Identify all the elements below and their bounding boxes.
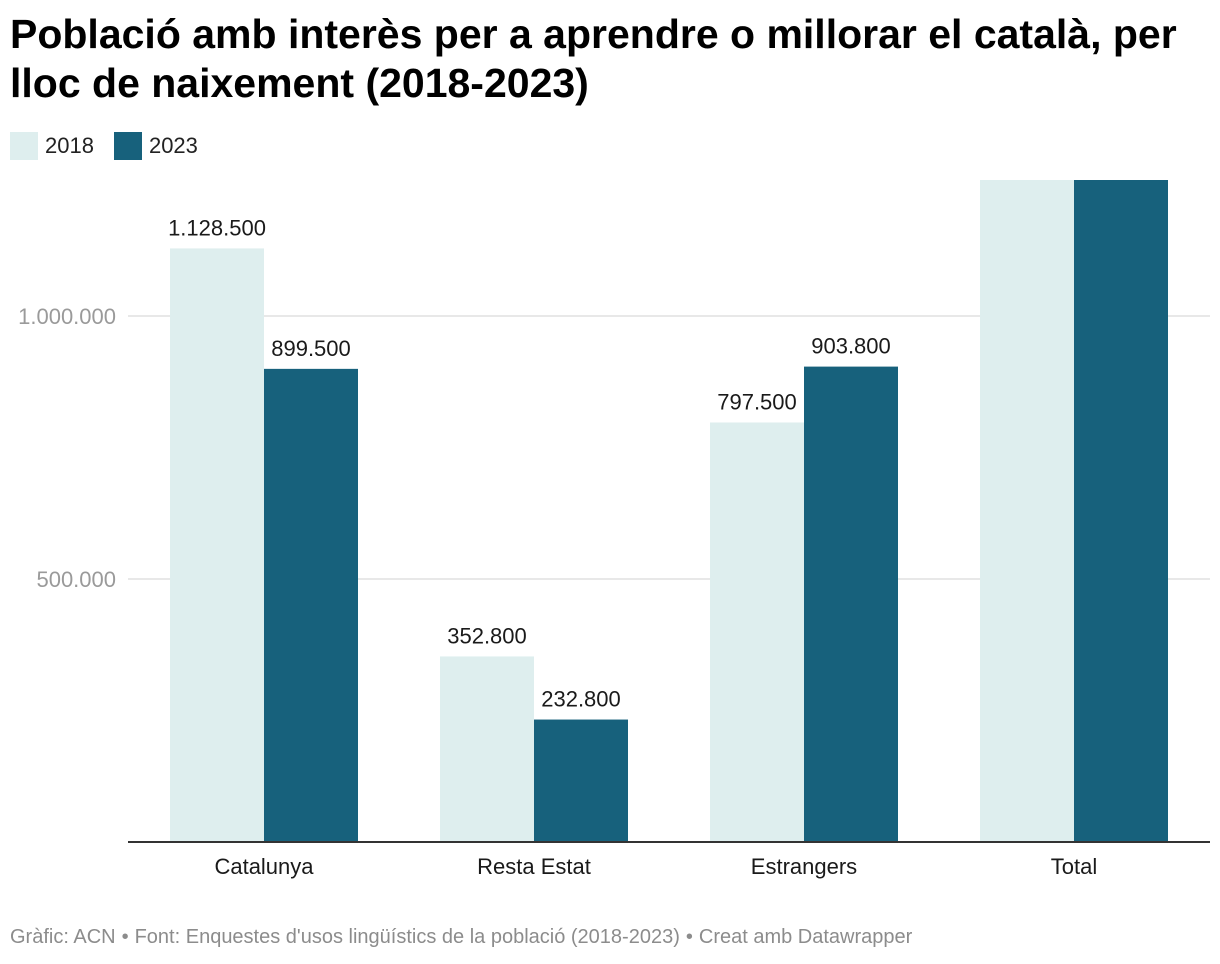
legend: 2018 2023 <box>10 132 218 160</box>
legend-swatch-2018 <box>10 132 38 160</box>
y-tick-label: 1.000.000 <box>18 304 116 329</box>
x-tick-label: Total <box>1051 854 1097 879</box>
chart-title: Població amb interès per a aprendre o mi… <box>10 11 1177 106</box>
x-tick-label: Resta Estat <box>477 854 591 879</box>
legend-swatch-2023 <box>113 132 142 160</box>
legend-item-2023: 2023 <box>113 132 198 160</box>
footer-source: Font: Enquestes d'usos lingüístics de la… <box>134 926 680 948</box>
bar-2018 <box>170 248 264 842</box>
bar-2023 <box>804 366 898 842</box>
bar-2023 <box>1074 180 1168 843</box>
data-label: 352.800 <box>447 623 527 648</box>
legend-item-2018: 2018 <box>10 132 94 160</box>
bar-2018 <box>710 422 804 842</box>
x-tick-label: Estrangers <box>751 854 857 879</box>
y-tick-label: 500.000 <box>36 567 116 592</box>
data-label: 1.128.500 <box>168 215 266 240</box>
footer: Gràfic: ACN • Font: Enquestes d'usos lingü… <box>10 926 912 949</box>
footer-tool: Creat amb Datawrapper <box>698 926 913 948</box>
bar-2023 <box>534 719 628 842</box>
data-label: 903.800 <box>811 334 891 359</box>
bar-2018 <box>440 656 534 842</box>
bar-2018 <box>980 180 1074 842</box>
footer-separator: • <box>685 926 693 948</box>
data-label: 899.500 <box>271 336 351 361</box>
data-label: 797.500 <box>717 390 797 415</box>
legend-label-2023: 2023 <box>148 133 198 158</box>
bar-2023 <box>264 368 358 842</box>
x-tick-label: Catalunya <box>214 854 314 879</box>
footer-separator: • <box>121 926 129 948</box>
footer-credit: Gràfic: ACN <box>10 926 116 948</box>
legend-label-2018: 2018 <box>45 133 94 158</box>
bar-chart: 500.0001.000.0001.500.0002.000.0001.128.… <box>18 180 1210 879</box>
data-label: 232.800 <box>541 687 621 712</box>
